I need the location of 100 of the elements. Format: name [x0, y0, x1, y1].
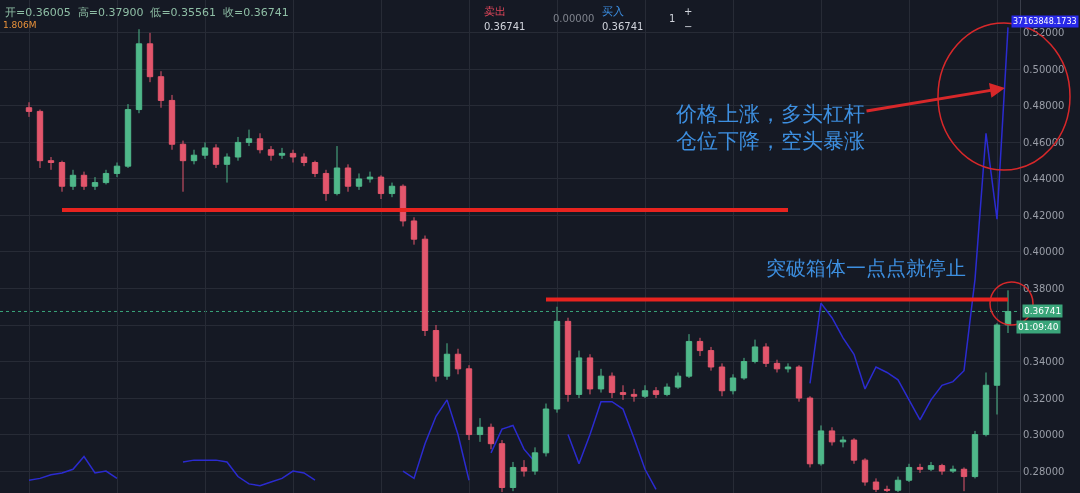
candlestick: [916, 463, 924, 474]
candlestick: [751, 339, 759, 364]
candlestick: [58, 160, 66, 193]
candlestick: [861, 457, 869, 487]
candlestick: [25, 101, 33, 118]
candlestick: [223, 152, 231, 184]
annotation: 0.36741: [484, 21, 526, 32]
candlestick: [905, 463, 913, 483]
candlestick: [652, 386, 660, 399]
y-tick-label: 0.32000: [1023, 392, 1065, 404]
annotation: 1.806M: [3, 20, 37, 30]
candlestick: [355, 172, 363, 191]
candlestick: [267, 145, 275, 162]
y-tick-label: 0.30000: [1023, 429, 1065, 441]
candlestick: [839, 435, 847, 448]
candlestick: [784, 362, 792, 373]
candlestick: [102, 169, 110, 185]
candlestick: [850, 437, 858, 465]
candlestick: [366, 171, 374, 184]
candlestick: [971, 430, 979, 479]
candlestick: [146, 32, 154, 83]
annotation: 买入: [602, 5, 624, 18]
candlestick: [718, 362, 726, 397]
candlestick: [696, 337, 704, 357]
candlestick: [795, 364, 803, 403]
candlestick: [80, 171, 88, 191]
annotation: 1: [669, 13, 676, 24]
candlestick: [322, 169, 330, 202]
candlestick: [982, 371, 990, 437]
candlestick: [69, 169, 77, 191]
candlestick: [212, 143, 220, 169]
candlestick: [608, 371, 616, 399]
candlestick: [575, 350, 583, 399]
candlestick: [586, 353, 594, 395]
candlestick: [300, 152, 308, 167]
candlestick: [542, 403, 550, 457]
candlestick: [333, 145, 341, 196]
candlestick: [1004, 289, 1012, 334]
candlestick: [960, 466, 968, 492]
candlestick: [806, 395, 814, 468]
candlestick: [377, 174, 385, 200]
y-tick-label: 0.50000: [1023, 63, 1065, 75]
candlestick: [927, 461, 935, 472]
candlestick: [520, 459, 528, 478]
candlestick: [157, 70, 165, 109]
candlestick: [707, 346, 715, 372]
candlestick: [498, 439, 506, 493]
text: 开=0.36005 高=0.37900 低=0.35561 收=0.36741: [5, 5, 289, 19]
candlestick: [630, 388, 638, 403]
candlestick: [993, 322, 1001, 415]
candlestick: [36, 109, 44, 169]
candlestick: [432, 324, 440, 383]
candlestick: [168, 94, 176, 151]
candlestick: [234, 136, 242, 162]
annotation: +: [684, 6, 693, 17]
annotation: −: [684, 21, 693, 32]
candlestick: [421, 235, 429, 337]
candlestick: [938, 463, 946, 476]
y-tick-label: 0.28000: [1023, 465, 1065, 477]
candlestick: [487, 423, 495, 450]
candlestick: [278, 147, 286, 160]
candlestick: [388, 182, 396, 198]
candlestick: [201, 141, 209, 160]
annotation: 0.36741: [602, 21, 644, 32]
candlestick: [597, 368, 605, 394]
annotation: 突破箱体一点点就停止: [766, 256, 966, 280]
candlestick: [828, 426, 836, 447]
candlestick: [729, 373, 737, 395]
candlestick: [311, 160, 319, 178]
candlestick: [344, 163, 352, 193]
candlestick: [91, 176, 99, 191]
candlestick: [894, 476, 902, 493]
candlestick: [685, 333, 693, 379]
candlestick: [564, 317, 572, 403]
candlestick: [410, 216, 418, 246]
annotation: 0.00000: [553, 13, 595, 24]
ref-line-label: 0.36741: [1024, 306, 1062, 316]
candlestick: [773, 359, 781, 373]
candlestick: [509, 461, 517, 492]
annotation: 价格上涨，多头杠杆仓位下降，空头暴涨: [675, 102, 865, 154]
y-tick-label: 0.44000: [1023, 173, 1065, 185]
candlestick: [872, 477, 880, 493]
candlestick: [817, 424, 825, 467]
annotation: 37163848.1733: [1013, 17, 1077, 26]
candlestick: [245, 129, 253, 147]
candlestick: [663, 382, 671, 397]
candlestick: [443, 342, 451, 381]
candlestick: [190, 149, 198, 165]
candlestick: [179, 140, 187, 193]
candlestick: [762, 342, 770, 368]
y-tick-label: 0.42000: [1023, 209, 1065, 221]
candlestick: [113, 162, 121, 178]
candlestick: [531, 446, 539, 476]
candlestick: [289, 149, 297, 164]
y-tick-label: 0.48000: [1023, 100, 1065, 112]
candlestick: [47, 156, 55, 171]
candlestick: [465, 364, 473, 441]
candlestick: [256, 132, 264, 154]
candlestick: [674, 371, 682, 390]
candlestick: [641, 384, 649, 399]
